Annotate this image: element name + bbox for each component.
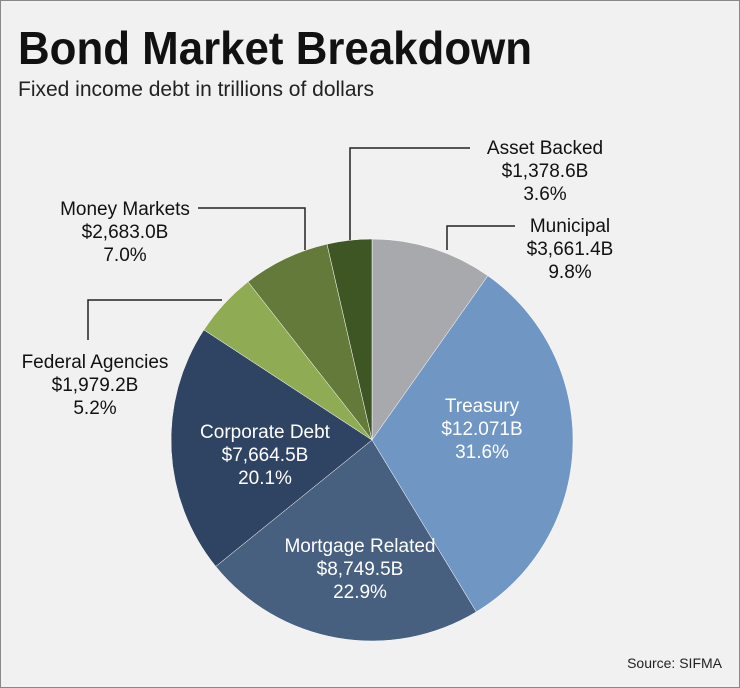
source: Source: SIFMA bbox=[627, 655, 723, 671]
leader-line bbox=[198, 207, 306, 250]
slice-label: Corporate Debt bbox=[200, 422, 331, 443]
amount-label: $1,378.6B bbox=[502, 161, 589, 182]
value-label: 9.8% bbox=[548, 262, 591, 283]
chart-title: Bond Market Breakdown bbox=[18, 22, 532, 74]
leader-line bbox=[446, 225, 515, 250]
pie-slice bbox=[371, 238, 489, 441]
slice-label: Federal Agencies bbox=[22, 352, 169, 373]
leader-line bbox=[349, 147, 470, 240]
amount-label: $2,683.0B bbox=[82, 222, 169, 243]
value-label: 7.0% bbox=[103, 245, 146, 266]
pie-slice bbox=[371, 275, 574, 613]
amount-label: $8,749.5B bbox=[317, 559, 404, 580]
value-label: 31.6% bbox=[455, 442, 509, 463]
leader-line bbox=[87, 299, 222, 340]
value-label: 3.6% bbox=[523, 184, 566, 205]
value-label: 22.9% bbox=[333, 582, 387, 603]
pie-slice bbox=[170, 329, 373, 567]
value-label: 20.1% bbox=[238, 468, 292, 489]
amount-label: $3,661.4B bbox=[527, 239, 614, 260]
value-label: 5.2% bbox=[73, 398, 116, 419]
pie-slice bbox=[326, 238, 373, 441]
slice-label: Money Markets bbox=[60, 199, 190, 220]
amount-label: $12.071B bbox=[441, 419, 522, 440]
slice-label: Asset Backed bbox=[487, 138, 603, 159]
slice-label: Municipal bbox=[530, 216, 610, 237]
chart-subtitle: Fixed income debt in trillions of dollar… bbox=[18, 78, 374, 101]
slice-label: Treasury bbox=[445, 396, 520, 417]
amount-label: $1,979.2B bbox=[52, 375, 139, 396]
pie-slice bbox=[215, 439, 477, 642]
slice-label: Mortgage Related bbox=[284, 536, 435, 557]
amount-label: $7,664.5B bbox=[222, 445, 309, 466]
